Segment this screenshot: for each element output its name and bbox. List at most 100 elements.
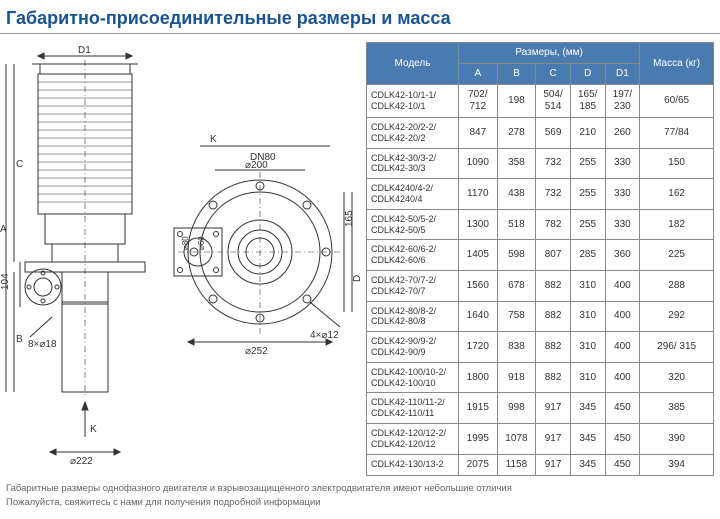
cell: CDLK42-30/3-2/ CDLK42-30/3 (367, 148, 459, 179)
cell: 310 (570, 362, 605, 393)
th-mass: Масса (кг) (640, 43, 714, 85)
cell: 162 (640, 179, 714, 210)
dim-C: C (16, 159, 23, 170)
cell: 225 (640, 240, 714, 271)
cell: CDLK42-10/1-1/ CDLK42-10/1 (367, 85, 459, 118)
cell: 1300 (459, 209, 498, 240)
cell: 882 (536, 332, 571, 363)
content-row: 104 8×⌀18 K ⌀222 A C (0, 42, 720, 476)
cell: 758 (497, 301, 536, 332)
cell: 197/ 230 (605, 85, 640, 118)
cell: 320 (640, 362, 714, 393)
cell: 882 (536, 270, 571, 301)
cell: 296/ 315 (640, 332, 714, 363)
cell: 1720 (459, 332, 498, 363)
cell: 288 (640, 270, 714, 301)
th-C: C (536, 64, 571, 85)
th-dims: Размеры, (мм) (459, 43, 640, 64)
th-model: Модель (367, 43, 459, 85)
cell: CDLK42-20/2-2/ CDLK42-20/2 (367, 118, 459, 149)
cell: 1800 (459, 362, 498, 393)
cell: 310 (570, 301, 605, 332)
page-title: Габаритно-присоединительные размеры и ма… (0, 0, 720, 34)
cell: 182 (640, 209, 714, 240)
cell: 385 (640, 393, 714, 424)
cell: 438 (497, 179, 536, 210)
cell: 1405 (459, 240, 498, 271)
cell: 1078 (497, 423, 536, 454)
k-bottom: K (90, 424, 97, 435)
hole-4x12: 4×⌀12 (310, 330, 339, 341)
cell: CDLK42-60/6-2/ CDLK42-60/6 (367, 240, 459, 271)
dim-D: D (352, 275, 360, 282)
table-row: CDLK42-60/6-2/ CDLK42-60/614055988072853… (367, 240, 714, 271)
table-row: CDLK42-100/10-2/ CDLK42-100/101800918882… (367, 362, 714, 393)
cell: CDLK42-80/8-2/ CDLK42-80/8 (367, 301, 459, 332)
cell: CDLK42-70/7-2/ CDLK42-70/7 (367, 270, 459, 301)
th-A: A (459, 64, 498, 85)
cell: 1915 (459, 393, 498, 424)
cell: 1560 (459, 270, 498, 301)
cell: 1995 (459, 423, 498, 454)
cell: 358 (497, 148, 536, 179)
cell: 400 (605, 362, 640, 393)
footnotes: Габаритные размеры однофазного двигателя… (0, 476, 720, 517)
d200: ⌀200 (245, 160, 268, 171)
cell: 2075 (459, 454, 498, 475)
cell: CDLK42-50/5-2/ CDLK42-50/5 (367, 209, 459, 240)
dimensions-table: Модель Размеры, (мм) Масса (кг) A B C D … (366, 42, 714, 476)
cell: 400 (605, 332, 640, 363)
cell: 847 (459, 118, 498, 149)
th-B: B (497, 64, 536, 85)
cell: 882 (536, 301, 571, 332)
cell: 917 (536, 393, 571, 424)
cell: 882 (536, 362, 571, 393)
cell: 917 (536, 454, 571, 475)
cell: 330 (605, 148, 640, 179)
cell: 310 (570, 270, 605, 301)
cell: 285 (570, 240, 605, 271)
table-row: CDLK42-50/5-2/ CDLK42-50/513005187822553… (367, 209, 714, 240)
cell: 330 (605, 209, 640, 240)
cell: CDLK42-90/9-2/ CDLK42-90/9 (367, 332, 459, 363)
cell: 1158 (497, 454, 536, 475)
table-row: CDLK42-20/2-2/ CDLK42-20/284727856921026… (367, 118, 714, 149)
cell: CDLK42-100/10-2/ CDLK42-100/10 (367, 362, 459, 393)
cell: 60/65 (640, 85, 714, 118)
table-row: CDLK42-30/3-2/ CDLK42-30/310903587322553… (367, 148, 714, 179)
cell: 255 (570, 209, 605, 240)
th-D1: D1 (605, 64, 640, 85)
cell: 732 (536, 179, 571, 210)
cell: 918 (497, 362, 536, 393)
cell: 569 (536, 118, 571, 149)
table-row: CDLK42-90/9-2/ CDLK42-90/917208388823104… (367, 332, 714, 363)
cell: 278 (497, 118, 536, 149)
cell: 255 (570, 148, 605, 179)
table-row: CDLK42-130/13-220751158917345450394 (367, 454, 714, 475)
cell: 255 (570, 179, 605, 210)
dim-A: A (0, 224, 7, 235)
cell: 1170 (459, 179, 498, 210)
cell: 345 (570, 454, 605, 475)
cell: 390 (640, 423, 714, 454)
d60: ⌀60 (197, 236, 206, 250)
cell: 310 (570, 332, 605, 363)
table-row: CDLK42-80/8-2/ CDLK42-80/816407588823104… (367, 301, 714, 332)
cell: CDLK42-110/11-2/ CDLK42-110/11 (367, 393, 459, 424)
cell: 77/84 (640, 118, 714, 149)
cell: 400 (605, 301, 640, 332)
cell: 678 (497, 270, 536, 301)
dim-D1: D1 (78, 45, 91, 56)
cell: 1090 (459, 148, 498, 179)
cell: 450 (605, 393, 640, 424)
drawing-svg: 104 8×⌀18 K ⌀222 A C (0, 42, 360, 472)
cell: CDLK4240/4-2/ CDLK4240/4 (367, 179, 459, 210)
cell: 345 (570, 393, 605, 424)
dim-165: 165 (344, 210, 355, 227)
cell: 394 (640, 454, 714, 475)
dimensions-table-wrap: Модель Размеры, (мм) Масса (кг) A B C D … (366, 42, 720, 476)
cell: 450 (605, 454, 640, 475)
cell: 260 (605, 118, 640, 149)
cell: CDLK42-120/12-2/ CDLK42-120/12 (367, 423, 459, 454)
technical-drawing: 104 8×⌀18 K ⌀222 A C (0, 42, 360, 476)
